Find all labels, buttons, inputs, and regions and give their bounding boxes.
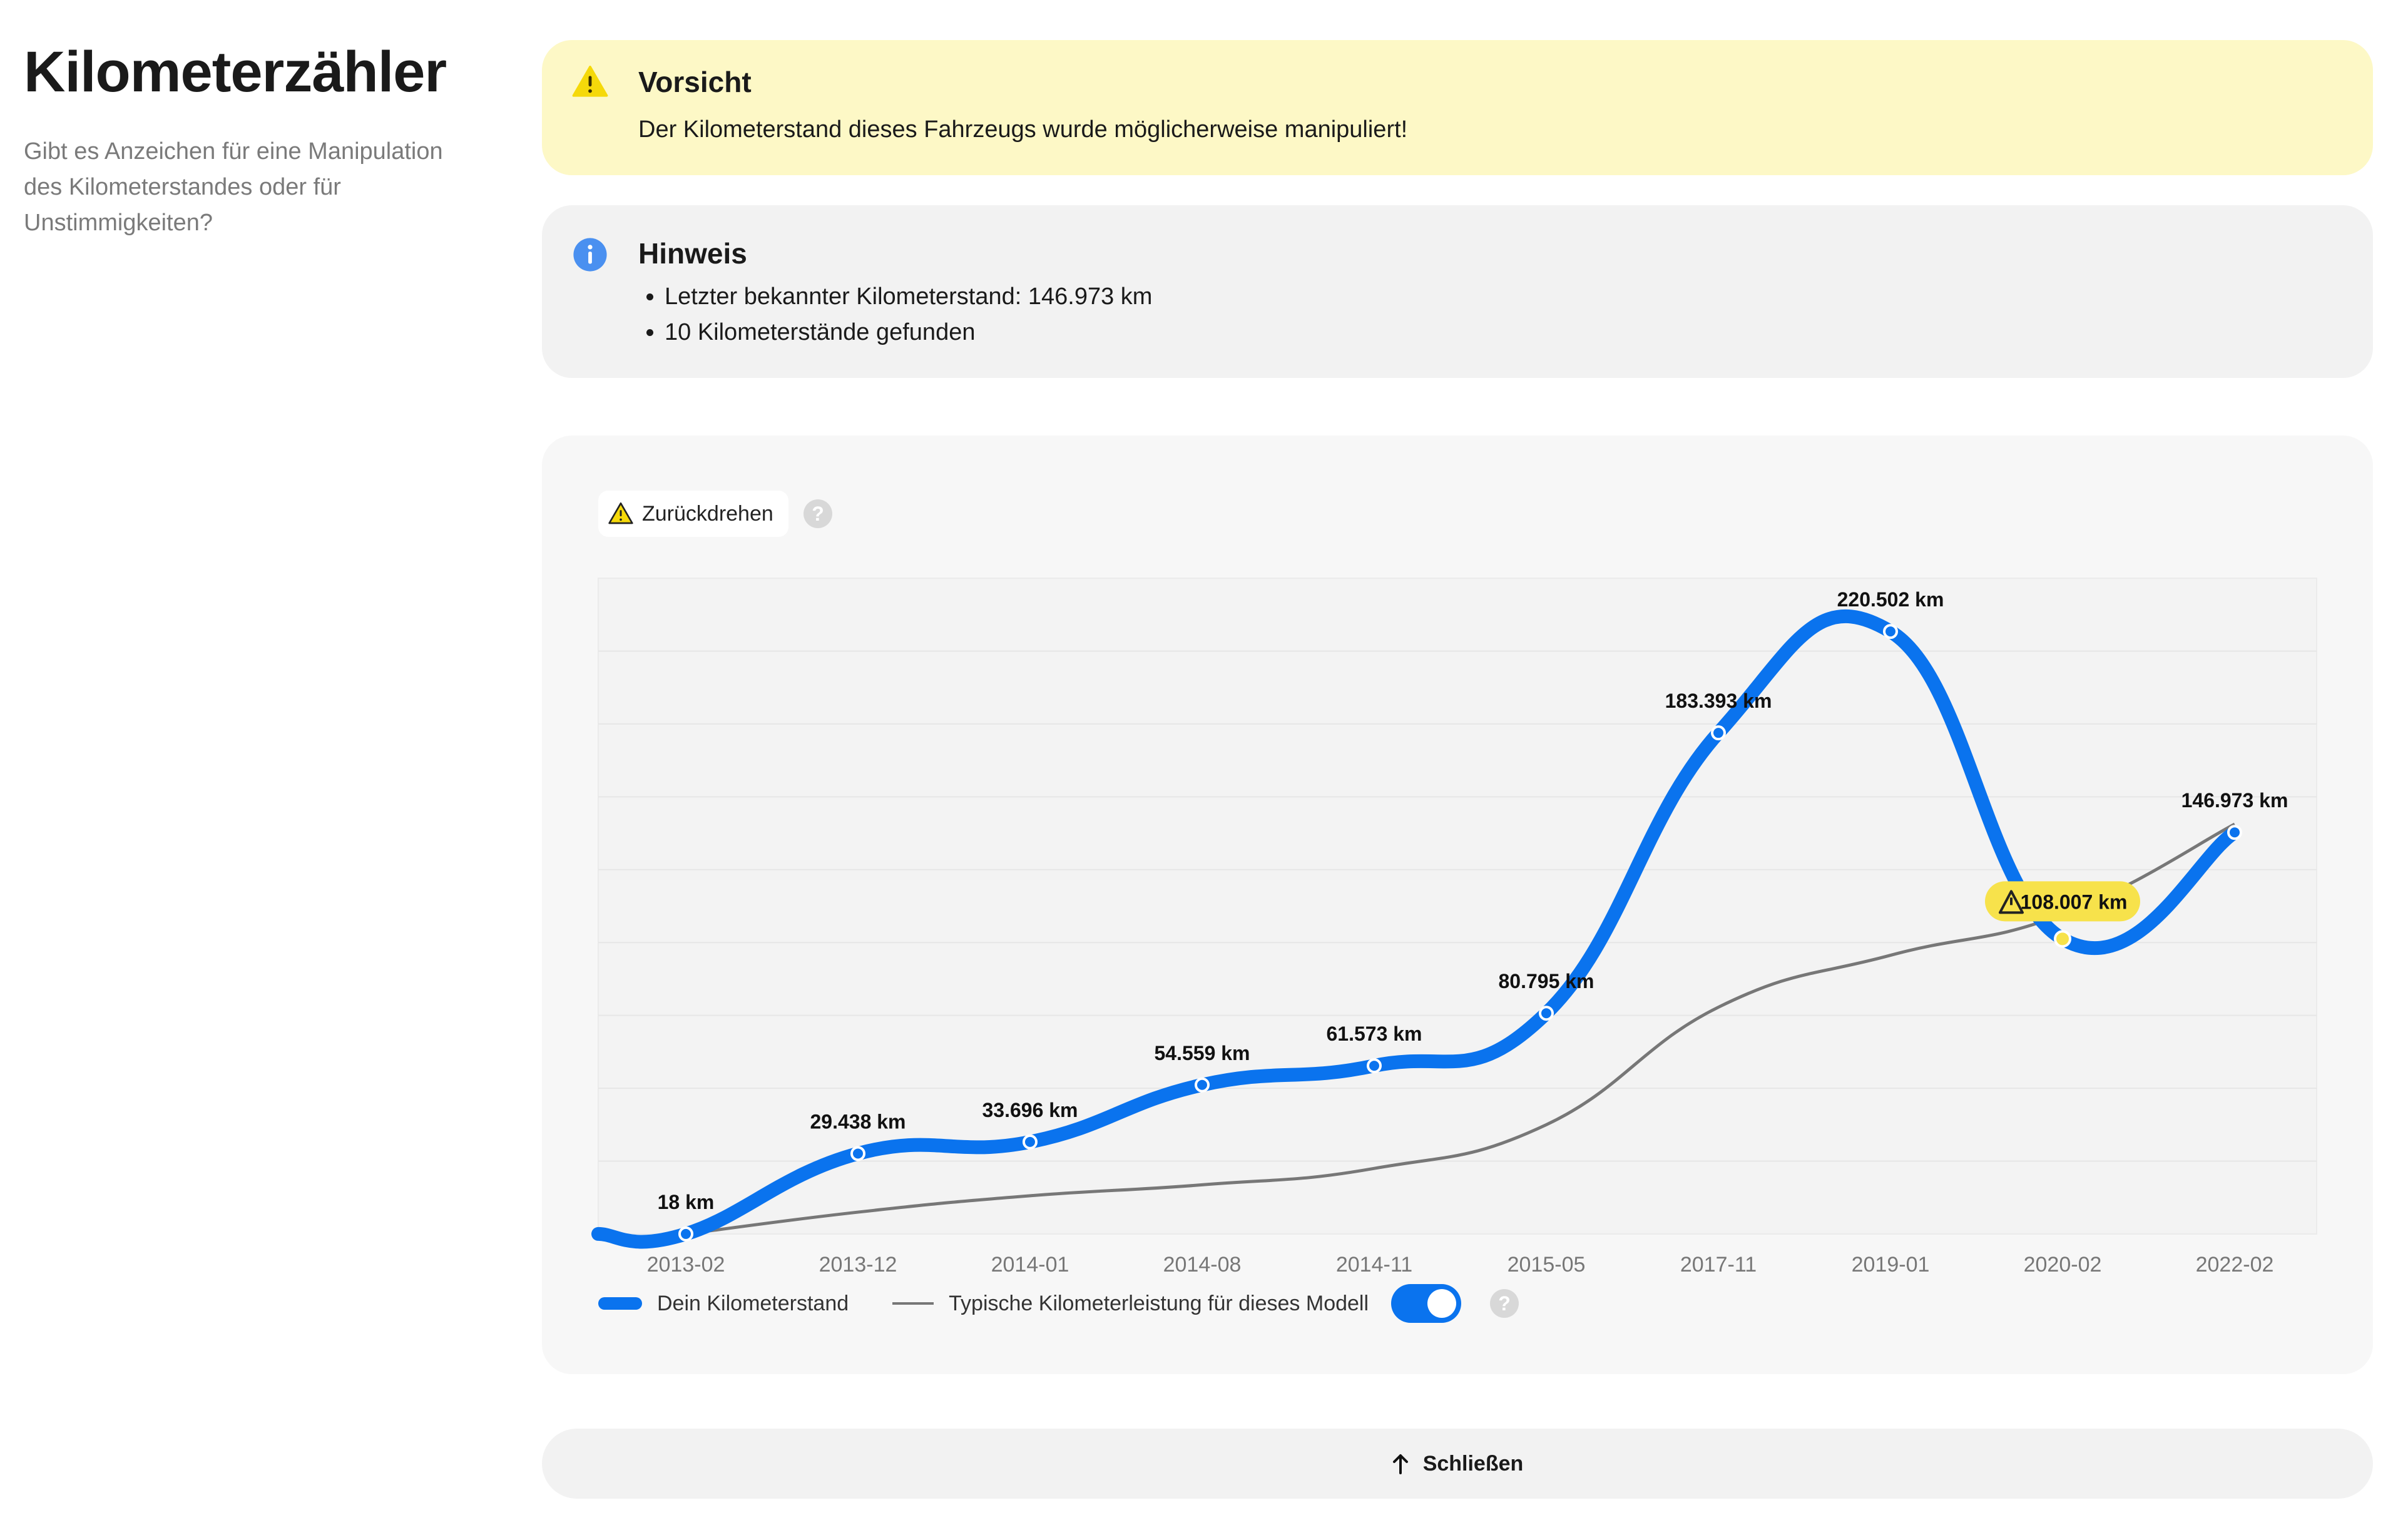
data-point-2017-11 <box>1711 725 1726 741</box>
data-point-2014-11 <box>1367 1058 1382 1074</box>
flagged-value-badge <box>1985 881 2140 922</box>
data-label-2013-02: 18 km <box>658 1191 715 1213</box>
info-title: Hinweis <box>638 237 747 270</box>
legend-typical-label: Typische Kilometerleistung für dieses Mo… <box>949 1291 1369 1315</box>
typical-help-icon[interactable]: ? <box>1490 1289 1519 1318</box>
legend-mine-label: Dein Kilometerstand <box>657 1291 849 1315</box>
data-label-2020-02: 108.007 km <box>2021 890 2128 913</box>
typical-mileage-toggle[interactable] <box>1391 1284 1462 1323</box>
data-label-2014-01: 33.696 km <box>982 1099 1078 1121</box>
close-button[interactable]: Schließen <box>542 1429 2373 1499</box>
data-point-2014-01 <box>1023 1134 1038 1150</box>
data-label-2013-12: 29.438 km <box>810 1110 906 1133</box>
data-point-2019-01 <box>1883 624 1898 640</box>
warning-triangle-icon <box>572 66 608 97</box>
data-point-2013-12 <box>850 1146 865 1161</box>
x-tick-2014-01: 2014-01 <box>991 1253 1069 1274</box>
data-point-2013-02 <box>678 1226 693 1242</box>
x-tick-2017-11: 2017-11 <box>1680 1253 1757 1274</box>
info-card: Hinweis Letzter bekannter Kilometerstand… <box>542 205 2373 378</box>
close-label: Schließen <box>1422 1451 1524 1476</box>
chart-legend: Dein Kilometerstand Typische Kilometerle… <box>598 1284 1519 1323</box>
page-title: Kilometerzähler <box>24 40 447 104</box>
warning-card: Vorsicht Der Kilometerstand dieses Fahrz… <box>542 40 2373 175</box>
warning-title: Vorsicht <box>638 66 752 98</box>
data-point-2014-08 <box>1195 1077 1210 1093</box>
data-label-2014-11: 61.573 km <box>1326 1022 1422 1045</box>
x-tick-2013-12: 2013-12 <box>819 1253 897 1274</box>
rollback-filter-chip[interactable]: Zurückdrehen <box>598 491 788 537</box>
arrow-up-icon <box>1392 1454 1408 1474</box>
warning-text: Der Kilometerstand dieses Fahrzeugs wurd… <box>638 116 1408 143</box>
x-tick-2022-02: 2022-02 <box>2196 1253 2274 1274</box>
data-label-2022-02: 146.973 km <box>2181 789 2288 812</box>
x-tick-2014-08: 2014-08 <box>1163 1253 1242 1274</box>
data-label-2017-11: 183.393 km <box>1665 690 1772 712</box>
data-label-2019-01: 220.502 km <box>1837 588 1944 611</box>
data-point-2015-05 <box>1539 1006 1554 1021</box>
typical-mileage-line <box>685 822 2236 1236</box>
rollback-help-icon[interactable]: ? <box>804 499 832 528</box>
chart-card: Zurückdrehen ? 18 km 29.438 km 33.696 km 54… <box>542 436 2373 1374</box>
info-item-last-mileage: Letzter bekannter Kilometerstand: 146.97… <box>665 279 1152 315</box>
toggle-knob <box>1427 1289 1457 1318</box>
data-point-2022-02 <box>2227 825 2242 840</box>
data-label-2015-05: 80.795 km <box>1498 970 1594 992</box>
data-label-2014-08: 54.559 km <box>1154 1042 1250 1064</box>
info-item-count: 10 Kilometerstände gefunden <box>665 315 1152 350</box>
page-subtitle: Gibt es Anzeichen für eine Manipulation … <box>24 138 443 237</box>
warning-triangle-icon <box>1999 890 2024 914</box>
legend-mine-swatch <box>598 1297 642 1310</box>
mileage-chart: 18 km 29.438 km 33.696 km 54.559 km 61.573 k… <box>591 578 2317 1274</box>
left-column: Kilometerzähler Gibt es Anzeichen für ei… <box>24 38 487 241</box>
data-point-flagged <box>2054 930 2071 948</box>
warning-triangle-icon <box>608 502 633 524</box>
info-icon <box>573 238 607 272</box>
x-tick-2020-02: 2020-02 <box>2024 1253 2102 1274</box>
x-tick-2015-05: 2015-05 <box>1508 1253 1586 1274</box>
x-tick-2019-01: 2019-01 <box>1852 1253 1930 1274</box>
x-tick-2013-02: 2013-02 <box>647 1253 725 1274</box>
x-tick-2014-11: 2014-11 <box>1336 1253 1412 1274</box>
legend-typical-swatch <box>892 1302 934 1305</box>
info-list: Letzter bekannter Kilometerstand: 146.97… <box>638 279 1152 350</box>
rollback-chip-label: Zurückdrehen <box>642 501 773 526</box>
